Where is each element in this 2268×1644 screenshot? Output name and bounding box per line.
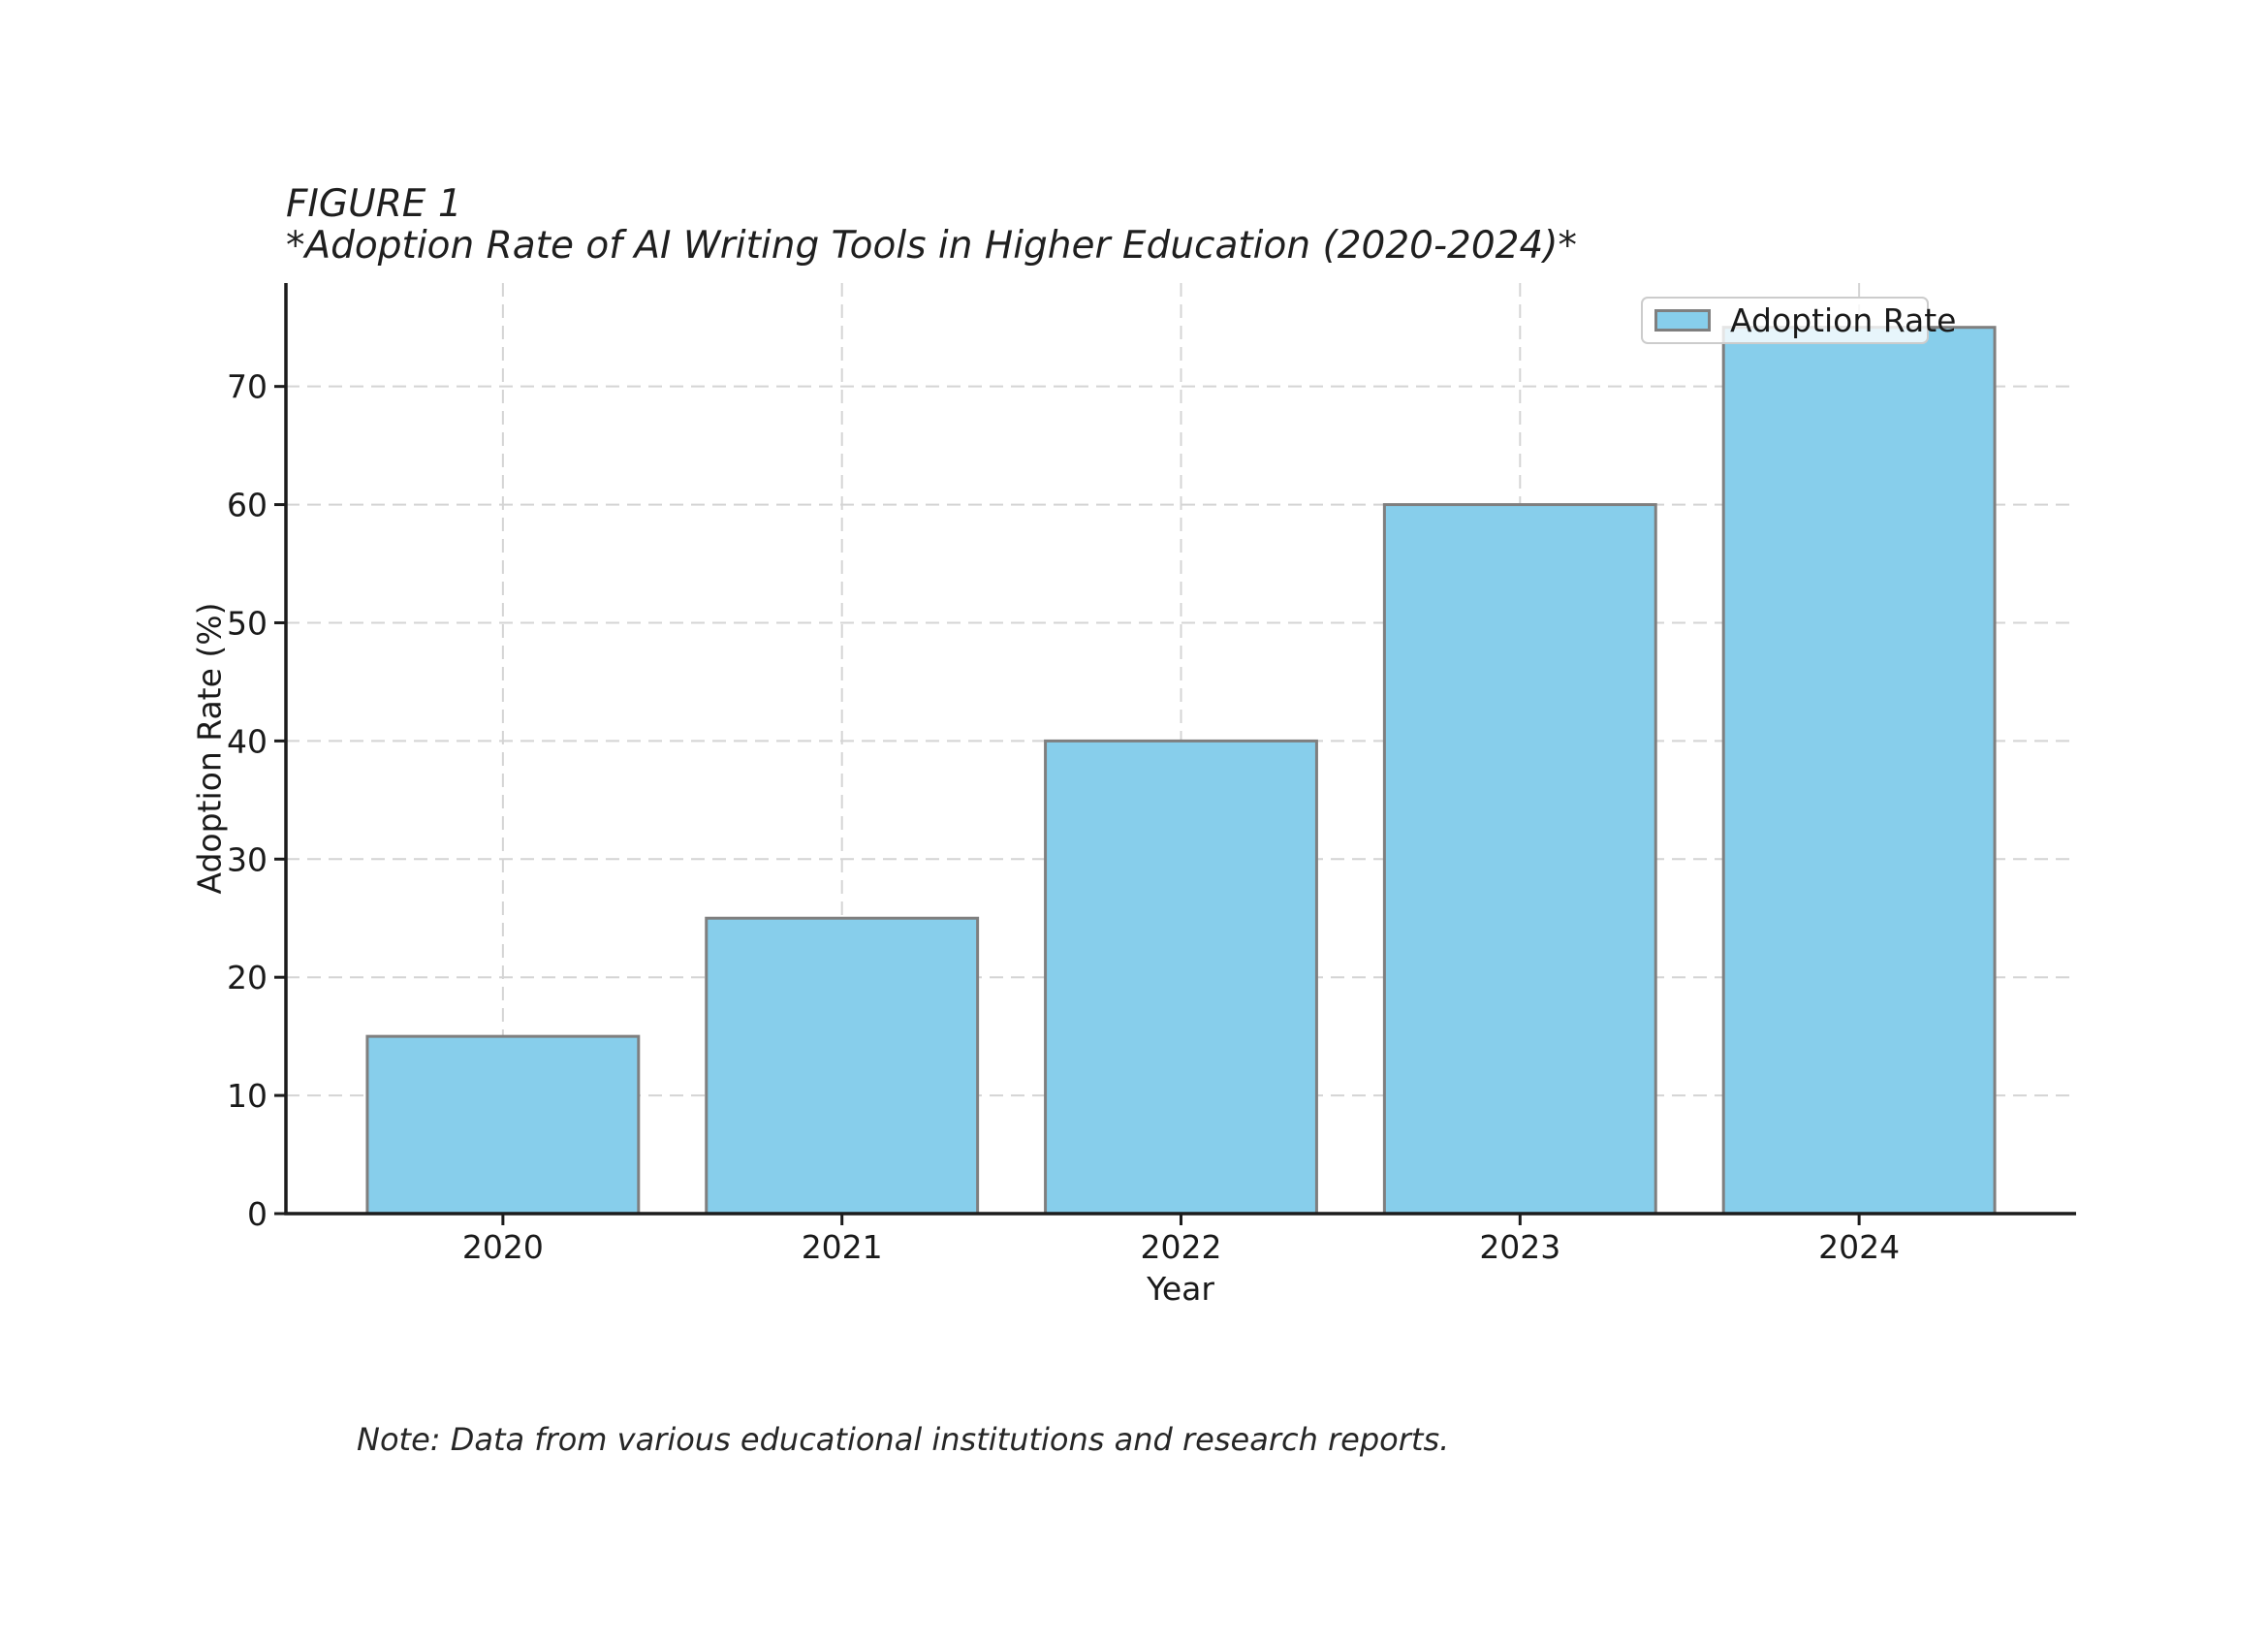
x-tick-label-2022: 2022 [1141,1228,1222,1266]
x-tick-label-2023: 2023 [1479,1228,1560,1266]
bar-2024 [1721,326,1997,1216]
y-tick-label-10: 10 [227,1077,268,1115]
figure-note: Note: Data from various educational inst… [357,1421,1450,1458]
bar-2023 [1382,503,1657,1216]
figure-title: FIGURE 1 *Adoption Rate of AI Writing To… [286,182,1577,268]
figure-label: FIGURE 1 [286,182,462,226]
bar-2020 [365,1034,641,1216]
legend-swatch-icon [1654,309,1711,332]
y-tick-label-70: 70 [227,368,268,406]
y-tick-label-20: 20 [227,959,268,996]
x-tick-label-2024: 2024 [1818,1228,1900,1266]
y-tick-label-0: 0 [247,1195,268,1233]
y-tick-label-30: 30 [227,840,268,878]
legend: Adoption Rate [1641,297,1956,344]
y-tick-label-40: 40 [227,722,268,760]
x-tick-label-2021: 2021 [802,1228,883,1266]
figure-subtitle: *Adoption Rate of AI Writing Tools in Hi… [286,223,1577,268]
y-tick-label-50: 50 [227,604,268,642]
bar-2022 [1044,739,1318,1216]
bar-2021 [705,916,980,1216]
x-tick-label-2020: 2020 [462,1228,544,1266]
x-axis-title: Year [1147,1270,1214,1308]
legend-label: Adoption Rate [1730,301,1957,339]
y-tick-label-60: 60 [227,487,268,524]
